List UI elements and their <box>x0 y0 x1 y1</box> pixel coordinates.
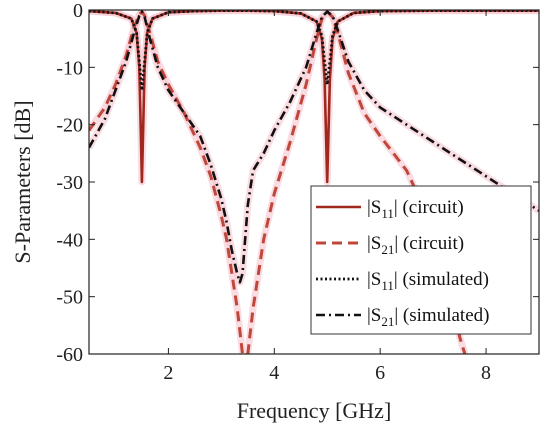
legend-label-2: |S21| (circuit) <box>367 233 464 257</box>
y-tick-label: 0 <box>73 0 83 22</box>
y-axis-label: S-Parameters [dB] <box>10 100 35 263</box>
legend-box <box>310 185 532 335</box>
x-tick-label: 8 <box>481 362 491 384</box>
y-tick-label: -20 <box>56 115 83 137</box>
legend-label-1: |S11| (circuit) <box>367 197 464 221</box>
x-tick-label: 6 <box>375 362 385 384</box>
legend-label-4: |S21| (simulated) <box>367 305 489 329</box>
series-line-2 <box>89 10 467 354</box>
y-tick-label: -50 <box>56 287 83 309</box>
series-line-4 <box>89 10 539 284</box>
x-axis-label: Frequency [GHz] <box>237 398 392 423</box>
x-tick-label: 2 <box>163 362 173 384</box>
y-tick-label: -40 <box>56 229 83 251</box>
y-tick-label: -10 <box>56 57 83 79</box>
legend-label-3: |S11| (simulated) <box>367 269 489 293</box>
legend: |S11| (circuit) |S21| (circuit) |S11| (sim… <box>310 185 532 335</box>
x-tick-label: 4 <box>269 362 279 384</box>
ticks-layer: 2 4 6 8 0 -10 -20 -30 -40 -50 -60 <box>56 0 539 384</box>
y-tick-label: -30 <box>56 172 83 194</box>
y-tick-label: -60 <box>56 344 83 366</box>
